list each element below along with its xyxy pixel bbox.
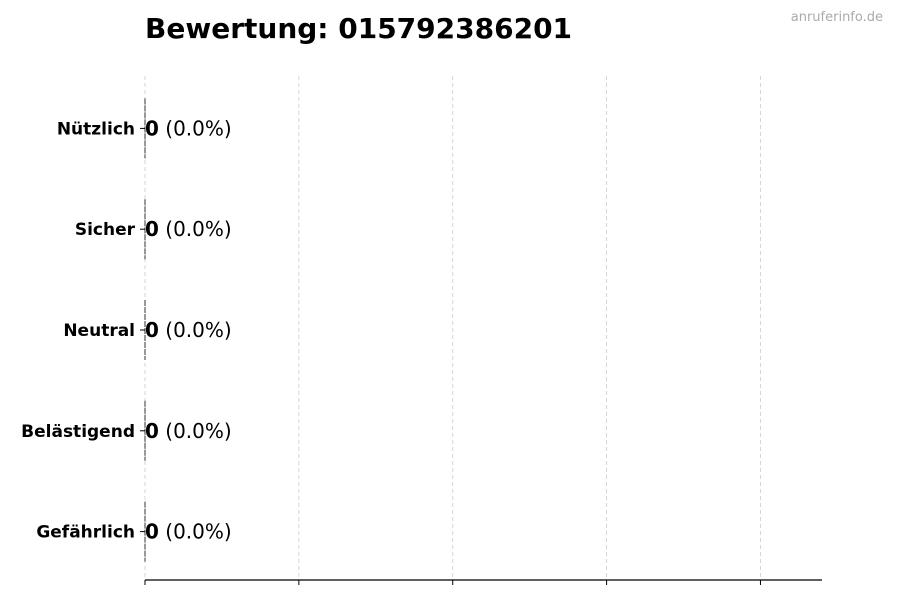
category-label: Sicher [75, 220, 136, 240]
watermark: anruferinfo.de [790, 10, 883, 25]
data-label-percent: (0.0%) [159, 217, 232, 241]
category-label: Nützlich [57, 119, 135, 139]
data-label: 0 (0.0%) [145, 419, 232, 443]
category-label: Gefährlich [36, 523, 135, 543]
data-label-percent: (0.0%) [159, 419, 232, 443]
data-label-count: 0 [145, 217, 159, 241]
category-label: Neutral [63, 321, 135, 341]
data-label-percent: (0.0%) [159, 318, 232, 342]
data-label-count: 0 [145, 318, 159, 342]
data-label: 0 (0.0%) [145, 116, 232, 140]
data-label-count: 0 [145, 520, 159, 544]
data-label-percent: (0.0%) [159, 116, 232, 140]
data-label: 0 (0.0%) [145, 318, 232, 342]
data-label-count: 0 [145, 419, 159, 443]
data-label-percent: (0.0%) [159, 520, 232, 544]
chart-title: Bewertung: 015792386201 [145, 12, 573, 45]
data-label: 0 (0.0%) [145, 520, 232, 544]
category-label: Belästigend [21, 422, 135, 442]
data-label-count: 0 [145, 116, 159, 140]
data-label: 0 (0.0%) [145, 217, 232, 241]
